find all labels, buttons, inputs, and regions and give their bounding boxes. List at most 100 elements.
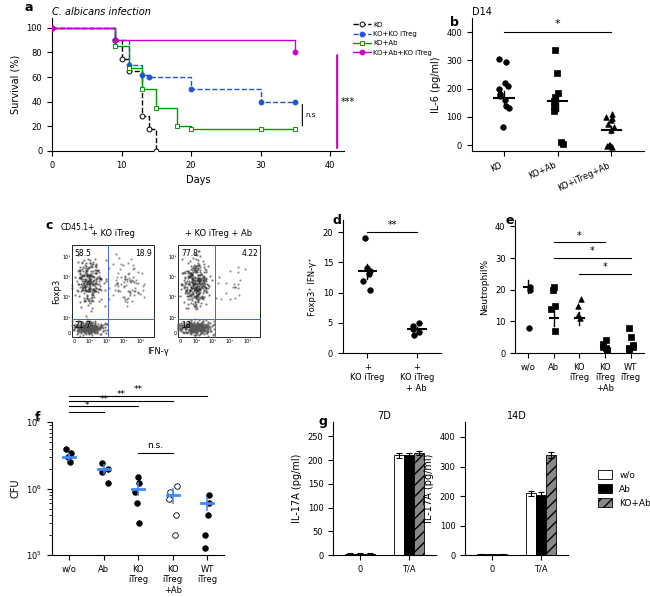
Point <box>200 543 210 552</box>
Point <box>191 287 202 296</box>
Point <box>72 276 82 286</box>
Point <box>187 323 198 333</box>
Point <box>187 270 197 279</box>
Point <box>75 265 85 275</box>
Point <box>216 294 226 303</box>
Point <box>95 273 105 283</box>
Point <box>185 289 195 298</box>
Point <box>120 294 131 304</box>
Point <box>73 257 83 267</box>
Point <box>190 300 201 309</box>
Point <box>75 266 86 276</box>
Point <box>177 321 188 331</box>
Point <box>177 279 187 289</box>
Point <box>186 319 196 328</box>
Point <box>197 278 207 287</box>
Point <box>88 323 99 333</box>
Point <box>185 324 196 334</box>
Point <box>85 318 96 328</box>
Point <box>176 322 187 331</box>
Point <box>190 297 200 306</box>
Point <box>83 286 94 296</box>
Point <box>74 323 85 333</box>
Point <box>198 281 208 290</box>
Point <box>546 304 556 313</box>
Point <box>77 285 88 294</box>
Point <box>176 324 186 333</box>
Text: 10⁵: 10⁵ <box>136 339 145 344</box>
Point <box>190 292 201 301</box>
Point <box>194 260 205 270</box>
Text: 18.9: 18.9 <box>135 249 151 258</box>
Point <box>192 321 203 331</box>
Point <box>82 326 92 336</box>
Point <box>202 328 213 338</box>
Point <box>78 322 88 332</box>
Point <box>198 324 209 333</box>
Point <box>194 270 205 279</box>
Point <box>131 275 142 285</box>
Point <box>80 324 90 334</box>
Point <box>184 279 194 289</box>
Point <box>200 279 211 289</box>
Point <box>69 321 79 330</box>
Point <box>196 298 206 308</box>
Point <box>183 318 194 328</box>
Point <box>80 285 90 295</box>
Point <box>200 264 210 274</box>
Point <box>83 279 94 289</box>
Point <box>549 282 559 291</box>
Point <box>193 270 203 279</box>
Point <box>91 276 101 286</box>
Point <box>195 265 205 275</box>
Point <box>75 279 86 288</box>
Point <box>190 322 201 331</box>
Point <box>183 327 193 337</box>
Point <box>75 325 85 334</box>
Point <box>83 276 94 285</box>
Point <box>191 322 202 331</box>
Point <box>84 321 94 331</box>
Point <box>187 275 197 285</box>
Point <box>80 321 90 331</box>
Point <box>72 322 83 331</box>
Point <box>77 271 88 281</box>
Point <box>184 287 194 297</box>
Point <box>76 257 86 267</box>
Point <box>235 275 245 285</box>
Point <box>201 288 211 297</box>
Y-axis label: Foxp3⁺ IFN-γ⁺: Foxp3⁺ IFN-γ⁺ <box>308 257 317 316</box>
Point <box>84 276 95 286</box>
Title: 14D: 14D <box>506 411 526 421</box>
Point <box>194 324 204 334</box>
Point <box>86 322 97 332</box>
Point <box>196 321 206 330</box>
Point <box>186 327 196 337</box>
Point <box>185 325 196 334</box>
Point <box>189 284 200 294</box>
Point <box>165 487 176 497</box>
Point <box>178 327 188 337</box>
Point <box>94 279 105 288</box>
Point <box>119 278 129 287</box>
Point <box>200 275 210 285</box>
Point <box>182 291 192 301</box>
Point <box>174 319 184 328</box>
Point <box>192 319 202 328</box>
Point <box>202 326 213 336</box>
Point <box>77 318 87 327</box>
Legend: KO, KO+KO iTreg, KO+Ab, KO+Ab+KO iTreg: KO, KO+KO iTreg, KO+Ab, KO+Ab+KO iTreg <box>350 19 435 59</box>
Point <box>79 321 90 331</box>
Point <box>493 54 504 64</box>
Point <box>87 271 98 281</box>
Point <box>365 267 375 276</box>
Point <box>123 293 133 302</box>
Point <box>184 324 194 334</box>
Point <box>96 274 106 284</box>
Point <box>181 321 191 331</box>
Point <box>179 268 190 278</box>
Point <box>186 270 196 280</box>
Point <box>198 286 209 296</box>
Point <box>116 279 126 289</box>
Point <box>95 284 105 294</box>
